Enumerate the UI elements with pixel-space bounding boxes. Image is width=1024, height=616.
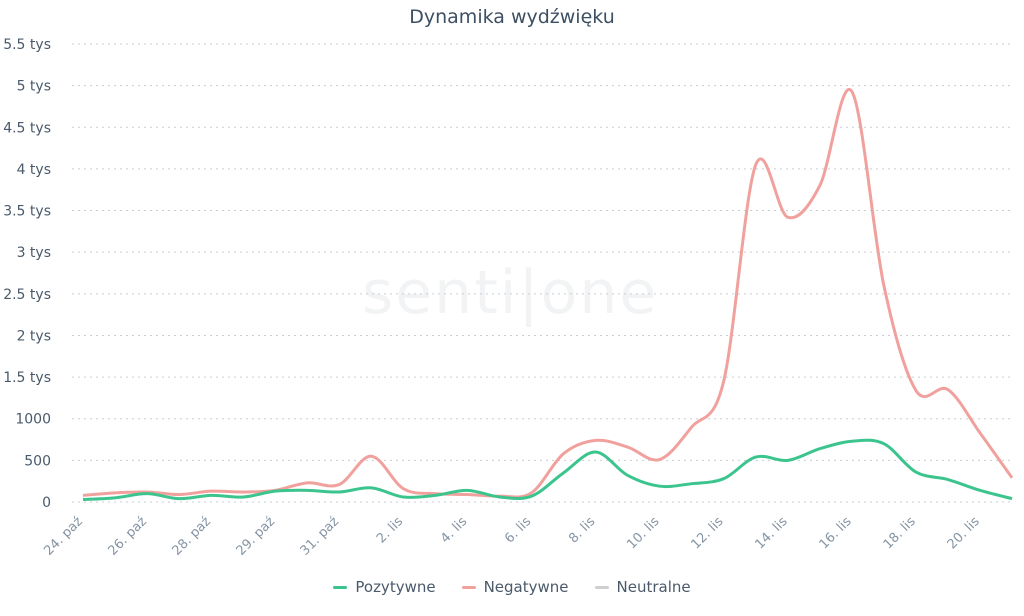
x-tick-label: 8. lis (566, 514, 598, 546)
legend-label-pozytywne: Pozytywne (355, 578, 436, 596)
x-axis-ticks: 24. paź 26. paź 28. paź 29. paź 31. paź 2. li… (41, 514, 983, 559)
y-tick-label: 2.5 tys (3, 287, 51, 303)
y-tick-label: 5 tys (17, 79, 51, 95)
y-tick-label: 0 (42, 495, 51, 511)
chart-title: Dynamika wydźwięku (409, 6, 615, 28)
legend-item-negatywne[interactable]: Negatywne (461, 578, 569, 596)
series-line-pozytywne[interactable] (82, 438, 1013, 501)
x-tick-label: 31. paź (298, 514, 343, 559)
y-tick-label: 2 tys (17, 328, 51, 344)
y-tick-label: 500 (24, 453, 51, 469)
y-tick-label: 5.5 tys (3, 37, 51, 53)
y-tick-label: 3 tys (17, 245, 51, 261)
y-tick-label: 4 tys (17, 162, 51, 178)
legend-item-pozytywne[interactable]: Pozytywne (333, 578, 436, 596)
x-tick-label: 26. paź (105, 514, 150, 559)
y-tick-label: 1.5 tys (3, 370, 51, 386)
legend-label-neutralne: Neutralne (616, 578, 691, 596)
y-axis-ticks: 0 500 1000 1.5 tys 2 tys 2.5 tys 3 tys 3.5 tys 4… (3, 37, 51, 511)
x-tick-label: 20. lis (945, 514, 983, 552)
x-tick-label: 29. paź (234, 514, 279, 559)
legend-swatch-neutralne (594, 585, 609, 589)
x-tick-label: 6. lis (502, 514, 534, 546)
x-tick-label: 10. lis (624, 514, 662, 552)
x-tick-label: 16. lis (817, 514, 855, 552)
x-tick-label: 14. lis (753, 514, 791, 552)
y-tick-label: 1000 (15, 412, 51, 428)
x-tick-label: 28. paź (170, 514, 215, 559)
y-tick-label: 3.5 tys (3, 204, 51, 220)
legend-item-neutralne[interactable]: Neutralne (594, 578, 691, 596)
x-tick-label: 4. lis (438, 514, 470, 546)
series-lines (82, 87, 1014, 501)
series-line-negatywne[interactable] (82, 87, 1014, 499)
legend: Pozytywne Negatywne Neutralne (0, 578, 1024, 596)
legend-label-negatywne: Negatywne (483, 578, 569, 596)
grid-lines (72, 43, 1012, 503)
x-tick-label: 12. lis (688, 514, 726, 552)
legend-swatch-pozytywne (333, 585, 348, 589)
x-tick-label: 24. paź (41, 514, 86, 559)
x-tick-label: 2. lis (374, 514, 406, 546)
x-tick-label: 18. lis (881, 514, 919, 552)
legend-swatch-negatywne (461, 585, 476, 589)
y-tick-label: 4.5 tys (3, 120, 51, 136)
